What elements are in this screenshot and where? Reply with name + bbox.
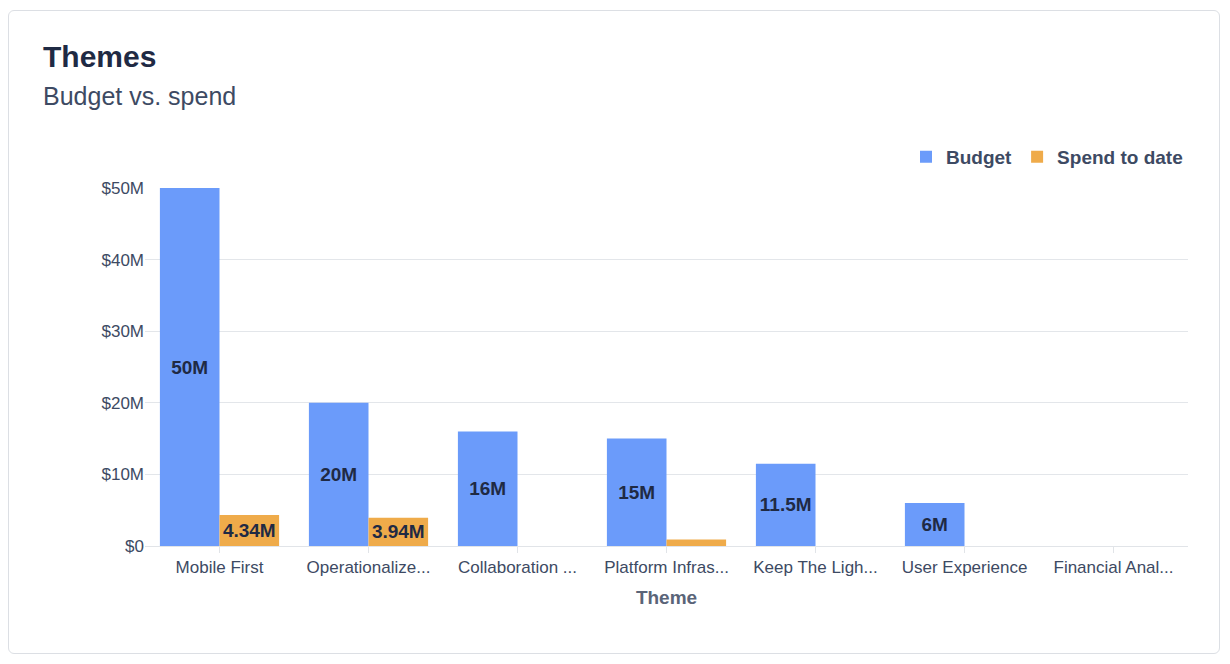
svg-text:$50M: $50M [101,179,144,198]
svg-text:3.94M: 3.94M [372,521,425,542]
svg-text:Budget: Budget [946,147,1012,168]
svg-text:Platform Infras...: Platform Infras... [604,558,729,577]
svg-text:Spend to date: Spend to date [1057,147,1183,168]
html-text:Themes: Themes [43,40,157,73]
svg-text:6M: 6M [921,514,947,535]
svg-text:Theme: Theme [636,587,697,608]
svg-text:Mobile First: Mobile First [176,558,264,577]
svg-text:$30M: $30M [101,322,144,341]
svg-text:50M: 50M [171,357,208,378]
svg-text:$20M: $20M [101,394,144,413]
svg-text:$10M: $10M [101,465,144,484]
svg-text:4.34M: 4.34M [223,520,276,541]
svg-text:20M: 20M [320,464,357,485]
svg-text:11.5M: 11.5M [760,494,812,515]
svg-text:Collaboration ...: Collaboration ... [458,558,577,577]
html-text:Budget vs. spend: Budget vs. spend [43,82,237,110]
svg-text:Financial Anal...: Financial Anal... [1053,558,1173,577]
svg-text:Keep The Ligh...: Keep The Ligh... [753,558,877,577]
svg-text:$40M: $40M [101,251,144,270]
svg-text:15M: 15M [618,482,655,503]
svg-text:16M: 16M [469,478,506,499]
svg-text:$0: $0 [125,537,144,556]
svg-text:Operationalize...: Operationalize... [307,558,431,577]
svg-text:User Experience: User Experience [902,558,1028,577]
